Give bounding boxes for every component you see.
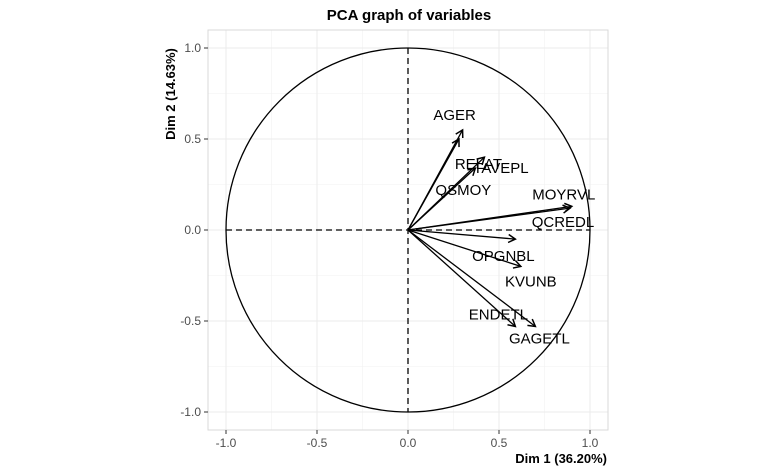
x-tick-label: 0.0 bbox=[400, 436, 417, 450]
x-tick-label: -1.0 bbox=[216, 436, 237, 450]
variable-arrow-opgnbl bbox=[407, 229, 517, 244]
variable-label-kvunb: KVUNB bbox=[505, 273, 557, 290]
y-tick-label: -1.0 bbox=[180, 405, 201, 419]
variable-arrow-kvunb bbox=[407, 229, 523, 269]
variable-arrow-qcredl bbox=[407, 204, 572, 231]
variable-arrow-qsmoy bbox=[407, 167, 477, 231]
chart-title: PCA graph of variables bbox=[327, 7, 492, 24]
variable-arrow-endetl bbox=[407, 229, 517, 328]
y-tick-label: 0.0 bbox=[184, 223, 201, 237]
variable-label-ager: AGER bbox=[433, 107, 476, 124]
variable-label-moyrvl: MOYRVL bbox=[532, 186, 595, 203]
variable-label-endetl: ENDETL bbox=[469, 306, 528, 323]
y-tick-label: 0.5 bbox=[184, 132, 201, 146]
y-axis-title: Dim 2 (14.63%) bbox=[163, 48, 178, 140]
variable-label-qsmoy: QSMOY bbox=[435, 182, 491, 199]
y-tick-label: -0.5 bbox=[180, 314, 201, 328]
marks-layer bbox=[225, 47, 591, 413]
x-axis-title: Dim 1 (36.20%) bbox=[515, 451, 607, 466]
variable-label-relat: RELAT bbox=[455, 156, 502, 173]
variable-label-qcredl: QCREDL bbox=[532, 214, 595, 231]
variable-arrow-tavepl bbox=[407, 137, 460, 231]
tick-layer: -1.0 -1.0 -0.5 -0.5 0.0 0.0 0.5 0.5 1.0 1.0 bbox=[180, 41, 598, 450]
variable-arrow-gagetl bbox=[407, 229, 537, 328]
variable-label-gagetl: GAGETL bbox=[509, 330, 570, 347]
y-tick-label: 1.0 bbox=[184, 41, 201, 55]
variable-label-opgnbl: OPGNBL bbox=[472, 248, 535, 265]
x-tick-label: 1.0 bbox=[582, 436, 599, 450]
variable-label-tavepl: TAVEPL bbox=[473, 160, 528, 177]
x-tick-label: 0.5 bbox=[491, 436, 508, 450]
x-tick-label: -0.5 bbox=[307, 436, 328, 450]
